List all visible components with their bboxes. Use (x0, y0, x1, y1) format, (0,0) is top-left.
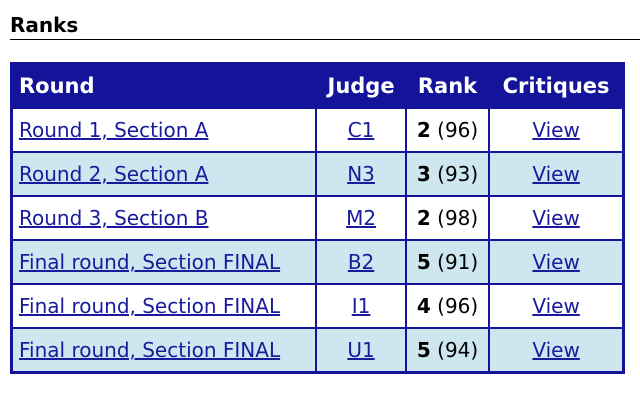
critique-cell: View (488, 151, 625, 197)
critique-cell: View (488, 283, 625, 329)
score-value: (94) (437, 338, 479, 362)
column-header: Critiques (488, 62, 625, 109)
critique-link[interactable]: View (532, 206, 580, 230)
critique-cell: View (488, 239, 625, 285)
rank-value: 5 (416, 250, 431, 274)
round-link[interactable]: Round 1, Section A (19, 118, 209, 142)
score-value: (93) (437, 162, 479, 186)
critique-cell: View (488, 195, 625, 241)
header-row: Round Judge Rank Critiques (10, 62, 625, 109)
critique-cell: View (488, 327, 625, 374)
table-row: Round 3, Section B M2 2 (98) View (10, 195, 625, 241)
rank-cell: 5 (94) (404, 327, 491, 374)
judge-cell: I1 (315, 283, 407, 329)
judge-link[interactable]: M2 (346, 206, 377, 230)
table-row: Final round, Section FINAL U1 5 (94) View (10, 327, 625, 374)
critique-cell: View (488, 107, 625, 153)
round-cell: Final round, Section FINAL (10, 283, 318, 329)
score-value: (96) (437, 294, 479, 318)
round-link[interactable]: Final round, Section FINAL (19, 294, 281, 318)
round-link[interactable]: Final round, Section FINAL (19, 338, 281, 362)
judge-cell: B2 (315, 239, 407, 285)
round-cell: Round 3, Section B (10, 195, 318, 241)
critique-link[interactable]: View (532, 118, 580, 142)
rank-value: 3 (416, 162, 431, 186)
ranks-table: Round Judge Rank Critiques Round 1, Section… (10, 62, 625, 374)
judge-cell: C1 (315, 107, 407, 153)
column-header: Rank (404, 62, 491, 109)
judge-link[interactable]: C1 (347, 118, 375, 142)
judge-cell: U1 (315, 327, 407, 374)
rank-value: 2 (416, 206, 431, 230)
score-value: (96) (437, 118, 479, 142)
judge-cell: M2 (315, 195, 407, 241)
rank-cell: 3 (93) (404, 151, 491, 197)
rank-cell: 2 (96) (404, 107, 491, 153)
critique-link[interactable]: View (532, 338, 580, 362)
round-cell: Final round, Section FINAL (10, 239, 318, 285)
judge-link[interactable]: U1 (347, 338, 375, 362)
table-row: Round 2, Section A N3 3 (93) View (10, 151, 625, 197)
score-value: (98) (437, 206, 479, 230)
round-link[interactable]: Round 2, Section A (19, 162, 209, 186)
column-header: Round (10, 62, 318, 109)
round-cell: Round 2, Section A (10, 151, 318, 197)
round-cell: Round 1, Section A (10, 107, 318, 153)
round-link[interactable]: Final round, Section FINAL (19, 250, 281, 274)
judge-link[interactable]: B2 (347, 250, 375, 274)
round-link[interactable]: Round 3, Section B (19, 206, 209, 230)
critique-link[interactable]: View (532, 294, 580, 318)
rank-value: 5 (416, 338, 431, 362)
judge-link[interactable]: I1 (351, 294, 371, 318)
rank-cell: 2 (98) (404, 195, 491, 241)
judge-link[interactable]: N3 (347, 162, 375, 186)
table-head: Round Judge Rank Critiques (10, 62, 625, 109)
table-row: Final round, Section FINAL I1 4 (96) View (10, 283, 625, 329)
table-row: Round 1, Section A C1 2 (96) View (10, 107, 625, 153)
rank-value: 4 (416, 294, 431, 318)
section-heading: Ranks (10, 12, 640, 40)
judge-cell: N3 (315, 151, 407, 197)
critique-link[interactable]: View (532, 250, 580, 274)
round-cell: Final round, Section FINAL (10, 327, 318, 374)
score-value: (91) (437, 250, 479, 274)
rank-value: 2 (416, 118, 431, 142)
table-body: Round 1, Section A C1 2 (96) View Round 2, S… (10, 107, 625, 374)
critique-link[interactable]: View (532, 162, 580, 186)
rank-cell: 4 (96) (404, 283, 491, 329)
table-row: Final round, Section FINAL B2 5 (91) View (10, 239, 625, 285)
rank-cell: 5 (91) (404, 239, 491, 285)
column-header: Judge (315, 62, 407, 109)
